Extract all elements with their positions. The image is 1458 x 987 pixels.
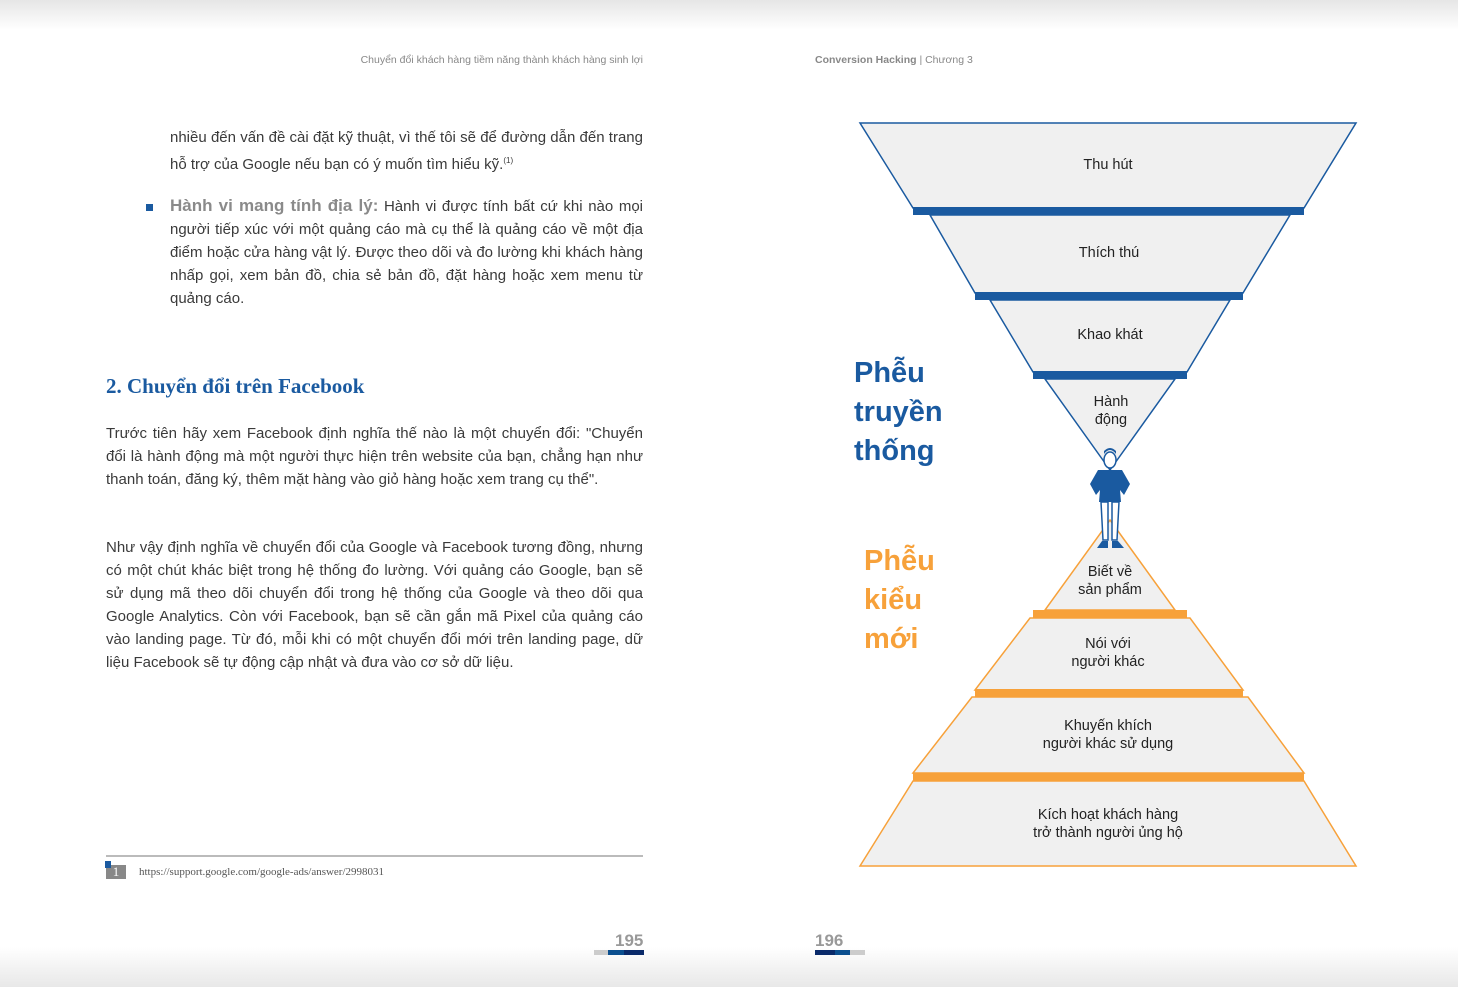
page-number-left: 195 xyxy=(615,931,644,950)
label-line: Nói với xyxy=(1085,636,1131,652)
bullet-text: Hành vi được tính bất cứ khi nào mọi ngư… xyxy=(170,198,643,307)
label-line: Hành xyxy=(1093,394,1129,410)
label-line: Biết về xyxy=(1087,564,1133,580)
running-head-right: Conversion Hacking | Chương 3 xyxy=(815,54,973,66)
label-line: Khuyến khích xyxy=(1064,718,1152,734)
bottom-shade xyxy=(0,947,1458,987)
intro-paragraph: nhiều đến vấn đề cài đặt kỹ thuật, vì th… xyxy=(170,126,643,176)
section-heading: 2. Chuyển đổi trên Facebook xyxy=(106,374,365,398)
new-divider xyxy=(1033,610,1187,618)
traditional-divider xyxy=(1033,371,1187,379)
stage-label: Thích thú xyxy=(1078,245,1140,261)
new-divider xyxy=(975,689,1243,697)
new-divider xyxy=(913,773,1304,781)
stage-label: Kích hoạt khách hàng trở thành người ủng … xyxy=(1033,806,1183,842)
footnote-marker xyxy=(105,861,111,868)
new-funnel-title: Phễu kiểu mới xyxy=(864,542,935,659)
book-title: Conversion Hacking xyxy=(815,54,917,66)
label-line: người khác sử dụng xyxy=(1042,736,1174,752)
paragraph-2: Như vậy định nghĩa về chuyển đổi của Goo… xyxy=(106,539,643,671)
traditional-divider xyxy=(975,292,1243,300)
bullet-marker xyxy=(146,204,153,211)
person-standing-icon xyxy=(1090,448,1130,548)
title-line: Phễu xyxy=(864,545,935,577)
footnote-number: 1 xyxy=(106,865,126,879)
traditional-funnel-title: Phễu truyền thống xyxy=(854,354,943,471)
stage-label: Nói với người khác xyxy=(1071,635,1144,671)
chapter-label: | Chương 3 xyxy=(916,54,973,66)
bullet-item: Hành vi mang tính địa lý: Hành vi được t… xyxy=(170,194,643,310)
page-number-right: 196 xyxy=(815,931,844,950)
label-line: Kích hoạt khách hàng xyxy=(1037,807,1179,823)
traditional-divider xyxy=(913,207,1304,215)
label-line: động xyxy=(1094,412,1128,428)
title-line: thống xyxy=(854,435,935,467)
stage-label: Hành động xyxy=(1094,393,1129,429)
page-number-bar-left xyxy=(594,950,644,955)
footnote-ref[interactable]: (1) xyxy=(503,156,514,165)
intro-text: nhiều đến vấn đề cài đặt kỹ thuật, vì th… xyxy=(170,129,643,173)
stage-label: Khuyến khích người khác sử dụng xyxy=(1043,717,1174,753)
page-number-bar-right xyxy=(815,950,865,955)
label-line: sản phẩm xyxy=(1078,582,1142,598)
title-line: Phễu xyxy=(854,357,925,389)
running-head-left: Chuyển đổi khách hàng tiềm năng thành kh… xyxy=(360,54,643,66)
stage-label: Thu hút xyxy=(1083,157,1133,173)
title-line: truyền xyxy=(854,396,943,428)
stage-label: Khao khát xyxy=(1077,327,1143,343)
top-shade xyxy=(0,0,1458,30)
stage-label: Biết về sản phẩm xyxy=(1078,563,1142,599)
label-line: trở thành người ủng hộ xyxy=(1033,825,1183,841)
bullet-title: Hành vi mang tính địa lý: xyxy=(170,196,379,215)
title-line: kiểu xyxy=(864,584,923,616)
footnote-link[interactable]: https://support.google.com/google-ads/an… xyxy=(139,866,385,878)
footnote-divider xyxy=(106,855,643,857)
title-line: mới xyxy=(864,623,919,655)
paragraph-1: Trước tiên hãy xem Facebook định nghĩa t… xyxy=(106,425,643,488)
label-line: người khác xyxy=(1071,654,1145,670)
